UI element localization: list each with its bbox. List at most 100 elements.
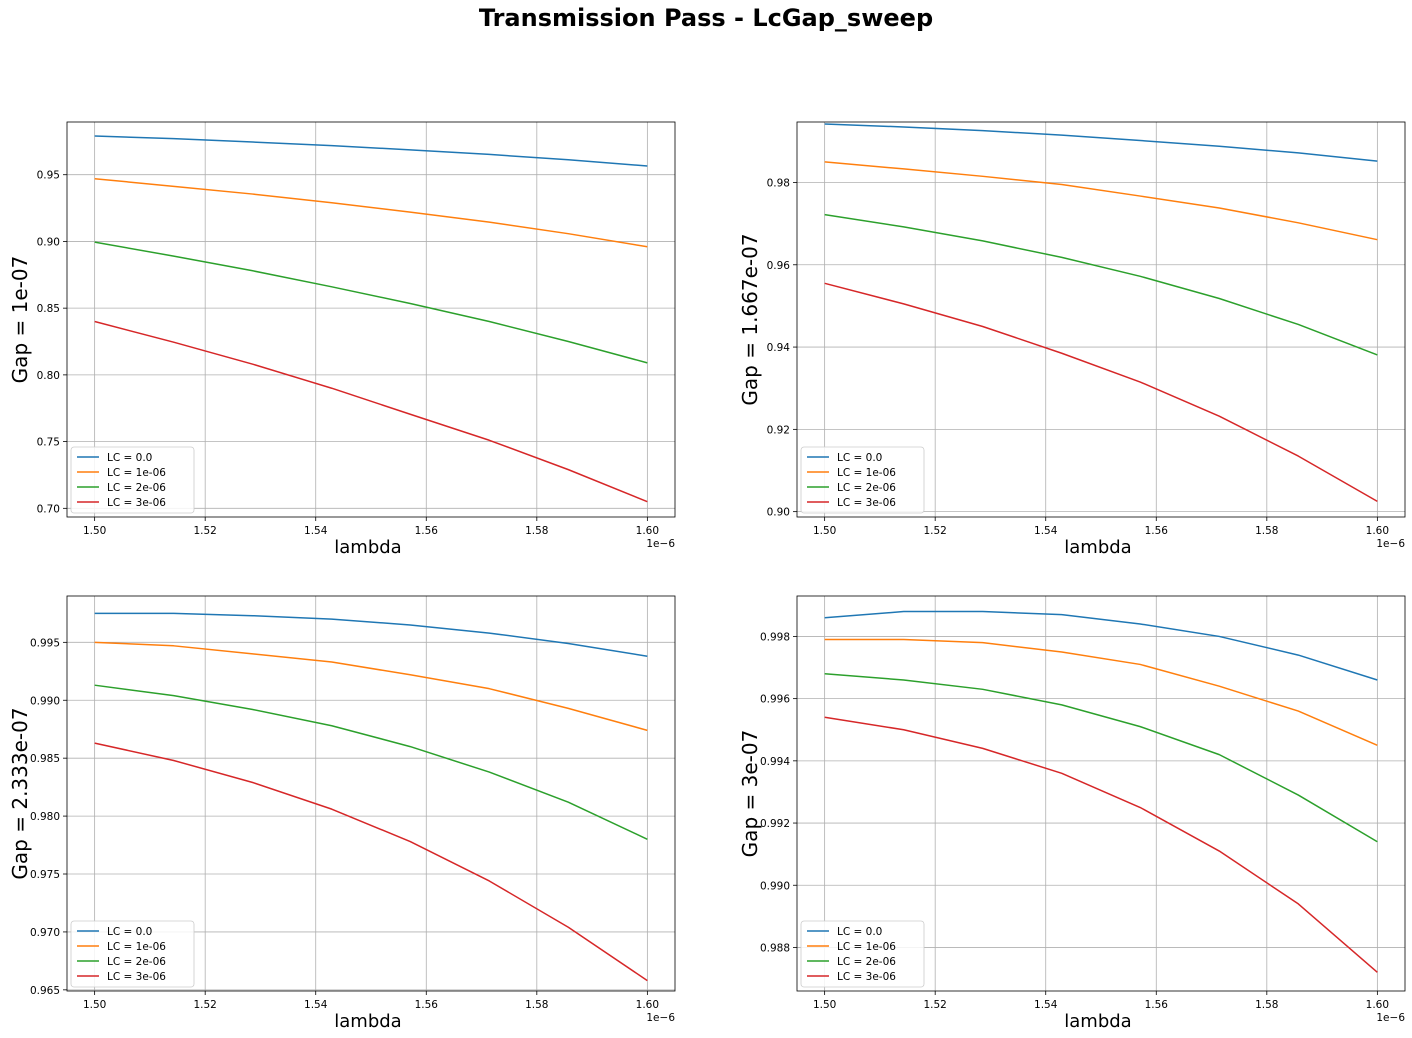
subplot-3: 1.50 1.52 1.54 1.56 1.58 1.60 0.965 0.970 0.975 0… <box>8 595 676 1032</box>
subplot-2: 1.50 1.52 1.54 1.56 1.58 1.60 0.90 0.92 0.94 0.96… <box>738 121 1406 558</box>
y-tick-label: 0.85 <box>37 303 60 315</box>
y-tick-label: 0.90 <box>37 236 60 248</box>
x-offset-text: 1e−6 <box>646 1012 675 1024</box>
x-tick-label: 1.50 <box>83 999 106 1011</box>
x-tick-label: 1.56 <box>415 525 439 537</box>
y-axis-label: Gap = 1.667e-07 <box>738 233 762 405</box>
legend-entry: LC = 0.0 <box>837 452 882 464</box>
y-tick-label: 0.990 <box>30 695 60 707</box>
x-tick-label: 1.50 <box>813 525 836 537</box>
y-tick-label: 0.90 <box>767 507 790 519</box>
x-tick-label: 1.56 <box>1145 525 1169 537</box>
y-tick-label: 0.995 <box>30 637 60 649</box>
series-line-lc-1 <box>94 641 648 732</box>
x-offset-text: 1e−6 <box>1376 1012 1405 1024</box>
legend-entry: LC = 0.0 <box>107 452 152 464</box>
y-tick-label: 0.98 <box>767 177 790 189</box>
legend-entry: LC = 3e-06 <box>107 497 166 509</box>
x-tick-label: 1.58 <box>1255 999 1278 1011</box>
y-tick-label: 0.998 <box>760 631 790 643</box>
legend-entry: LC = 0.0 <box>837 926 882 938</box>
series-line-lc-3 <box>824 282 1378 503</box>
subplot-1: 1.50 1.52 1.54 1.56 1.58 1.60 0.70 0.75 0.80 0.85… <box>8 121 676 558</box>
legend: LC = 0.0 LC = 1e-06 LC = 2e-06 LC = 3e-06 <box>800 920 925 988</box>
x-offset-text: 1e−6 <box>1376 538 1405 550</box>
legend-box <box>800 446 925 514</box>
x-tick-label: 1.54 <box>304 999 328 1011</box>
x-tick-label: 1.60 <box>1366 999 1389 1011</box>
x-axis-label: lambda <box>1064 1011 1131 1032</box>
x-tick-label: 1.52 <box>193 525 216 537</box>
legend: LC = 0.0 LC = 1e-06 LC = 2e-06 LC = 3e-06 <box>70 446 195 514</box>
y-tick-label: 0.994 <box>760 756 790 768</box>
y-tick-label: 0.75 <box>37 437 60 449</box>
y-tick-label: 0.975 <box>30 869 60 881</box>
series-line-lc-3 <box>824 716 1378 973</box>
y-tick-label: 0.980 <box>30 811 60 823</box>
y-tick-label: 0.970 <box>30 927 60 939</box>
x-tick-label: 1.60 <box>636 999 659 1011</box>
series-line-lc-2 <box>824 213 1378 356</box>
legend: LC = 0.0 LC = 1e-06 LC = 2e-06 LC = 3e-06 <box>800 446 925 514</box>
x-tick-label: 1.58 <box>525 525 548 537</box>
legend-entry: LC = 2e-06 <box>107 482 166 494</box>
x-tick-label: 1.54 <box>1034 999 1058 1011</box>
x-tick-label: 1.58 <box>1255 525 1278 537</box>
y-tick-label: 0.992 <box>760 818 790 830</box>
series-line-lc-1 <box>94 177 648 248</box>
y-tick-label: 0.95 <box>37 170 60 182</box>
series-line-lc-0 <box>94 612 648 657</box>
legend-entry: LC = 3e-06 <box>107 971 166 983</box>
x-tick-label: 1.60 <box>1366 525 1389 537</box>
x-axis-label: lambda <box>334 1011 401 1032</box>
axes-frame <box>66 595 676 992</box>
x-tick-label: 1.52 <box>923 525 946 537</box>
legend-entry: LC = 2e-06 <box>837 956 896 968</box>
axes-frame <box>796 121 1406 518</box>
series-line-lc-2 <box>824 673 1378 843</box>
legend-entry: LC = 2e-06 <box>107 956 166 968</box>
y-axis-label: Gap = 2.333e-07 <box>8 707 32 879</box>
series-line-lc-0 <box>824 610 1378 681</box>
legend-entry: LC = 1e-06 <box>837 941 896 953</box>
legend-entry: LC = 3e-06 <box>837 971 896 983</box>
legend-entry: LC = 3e-06 <box>837 497 896 509</box>
x-axis-label: lambda <box>1064 537 1131 558</box>
x-tick-label: 1.58 <box>525 999 548 1011</box>
legend-box <box>70 446 195 514</box>
y-axis-label: Gap = 1e-07 <box>8 256 32 384</box>
legend-box <box>70 920 195 988</box>
series-line-lc-1 <box>824 638 1378 746</box>
y-tick-label: 0.996 <box>760 694 790 706</box>
x-tick-label: 1.52 <box>193 999 216 1011</box>
x-offset-text: 1e−6 <box>646 538 675 550</box>
x-tick-label: 1.56 <box>415 999 439 1011</box>
legend-entry: LC = 1e-06 <box>107 941 166 953</box>
y-tick-label: 0.70 <box>37 503 60 515</box>
legend-entry: LC = 2e-06 <box>837 482 896 494</box>
legend-entry: LC = 1e-06 <box>837 467 896 479</box>
x-tick-label: 1.52 <box>923 999 946 1011</box>
x-tick-label: 1.60 <box>636 525 659 537</box>
y-tick-label: 0.990 <box>760 880 790 892</box>
x-tick-label: 1.54 <box>304 525 328 537</box>
y-tick-label: 0.92 <box>767 424 790 436</box>
subplot-4: 1.50 1.52 1.54 1.56 1.58 1.60 0.988 0.990 0.992 0… <box>738 595 1406 1032</box>
legend-entry: LC = 1e-06 <box>107 467 166 479</box>
y-tick-label: 0.965 <box>30 985 60 997</box>
legend-entry: LC = 0.0 <box>107 926 152 938</box>
x-tick-label: 1.56 <box>1145 999 1169 1011</box>
figure-title: Transmission Pass - LcGap_sweep <box>478 4 934 32</box>
y-tick-label: 0.985 <box>30 753 60 765</box>
x-tick-label: 1.50 <box>813 999 836 1011</box>
axes-frame <box>796 595 1406 992</box>
y-tick-label: 0.94 <box>767 342 791 354</box>
series-line-lc-3 <box>94 742 648 982</box>
series-line-lc-0 <box>94 135 648 167</box>
y-tick-label: 0.96 <box>767 260 791 272</box>
axes-frame <box>66 121 676 518</box>
x-tick-label: 1.54 <box>1034 525 1058 537</box>
y-tick-label: 0.80 <box>37 370 60 382</box>
y-tick-label: 0.988 <box>760 942 790 954</box>
